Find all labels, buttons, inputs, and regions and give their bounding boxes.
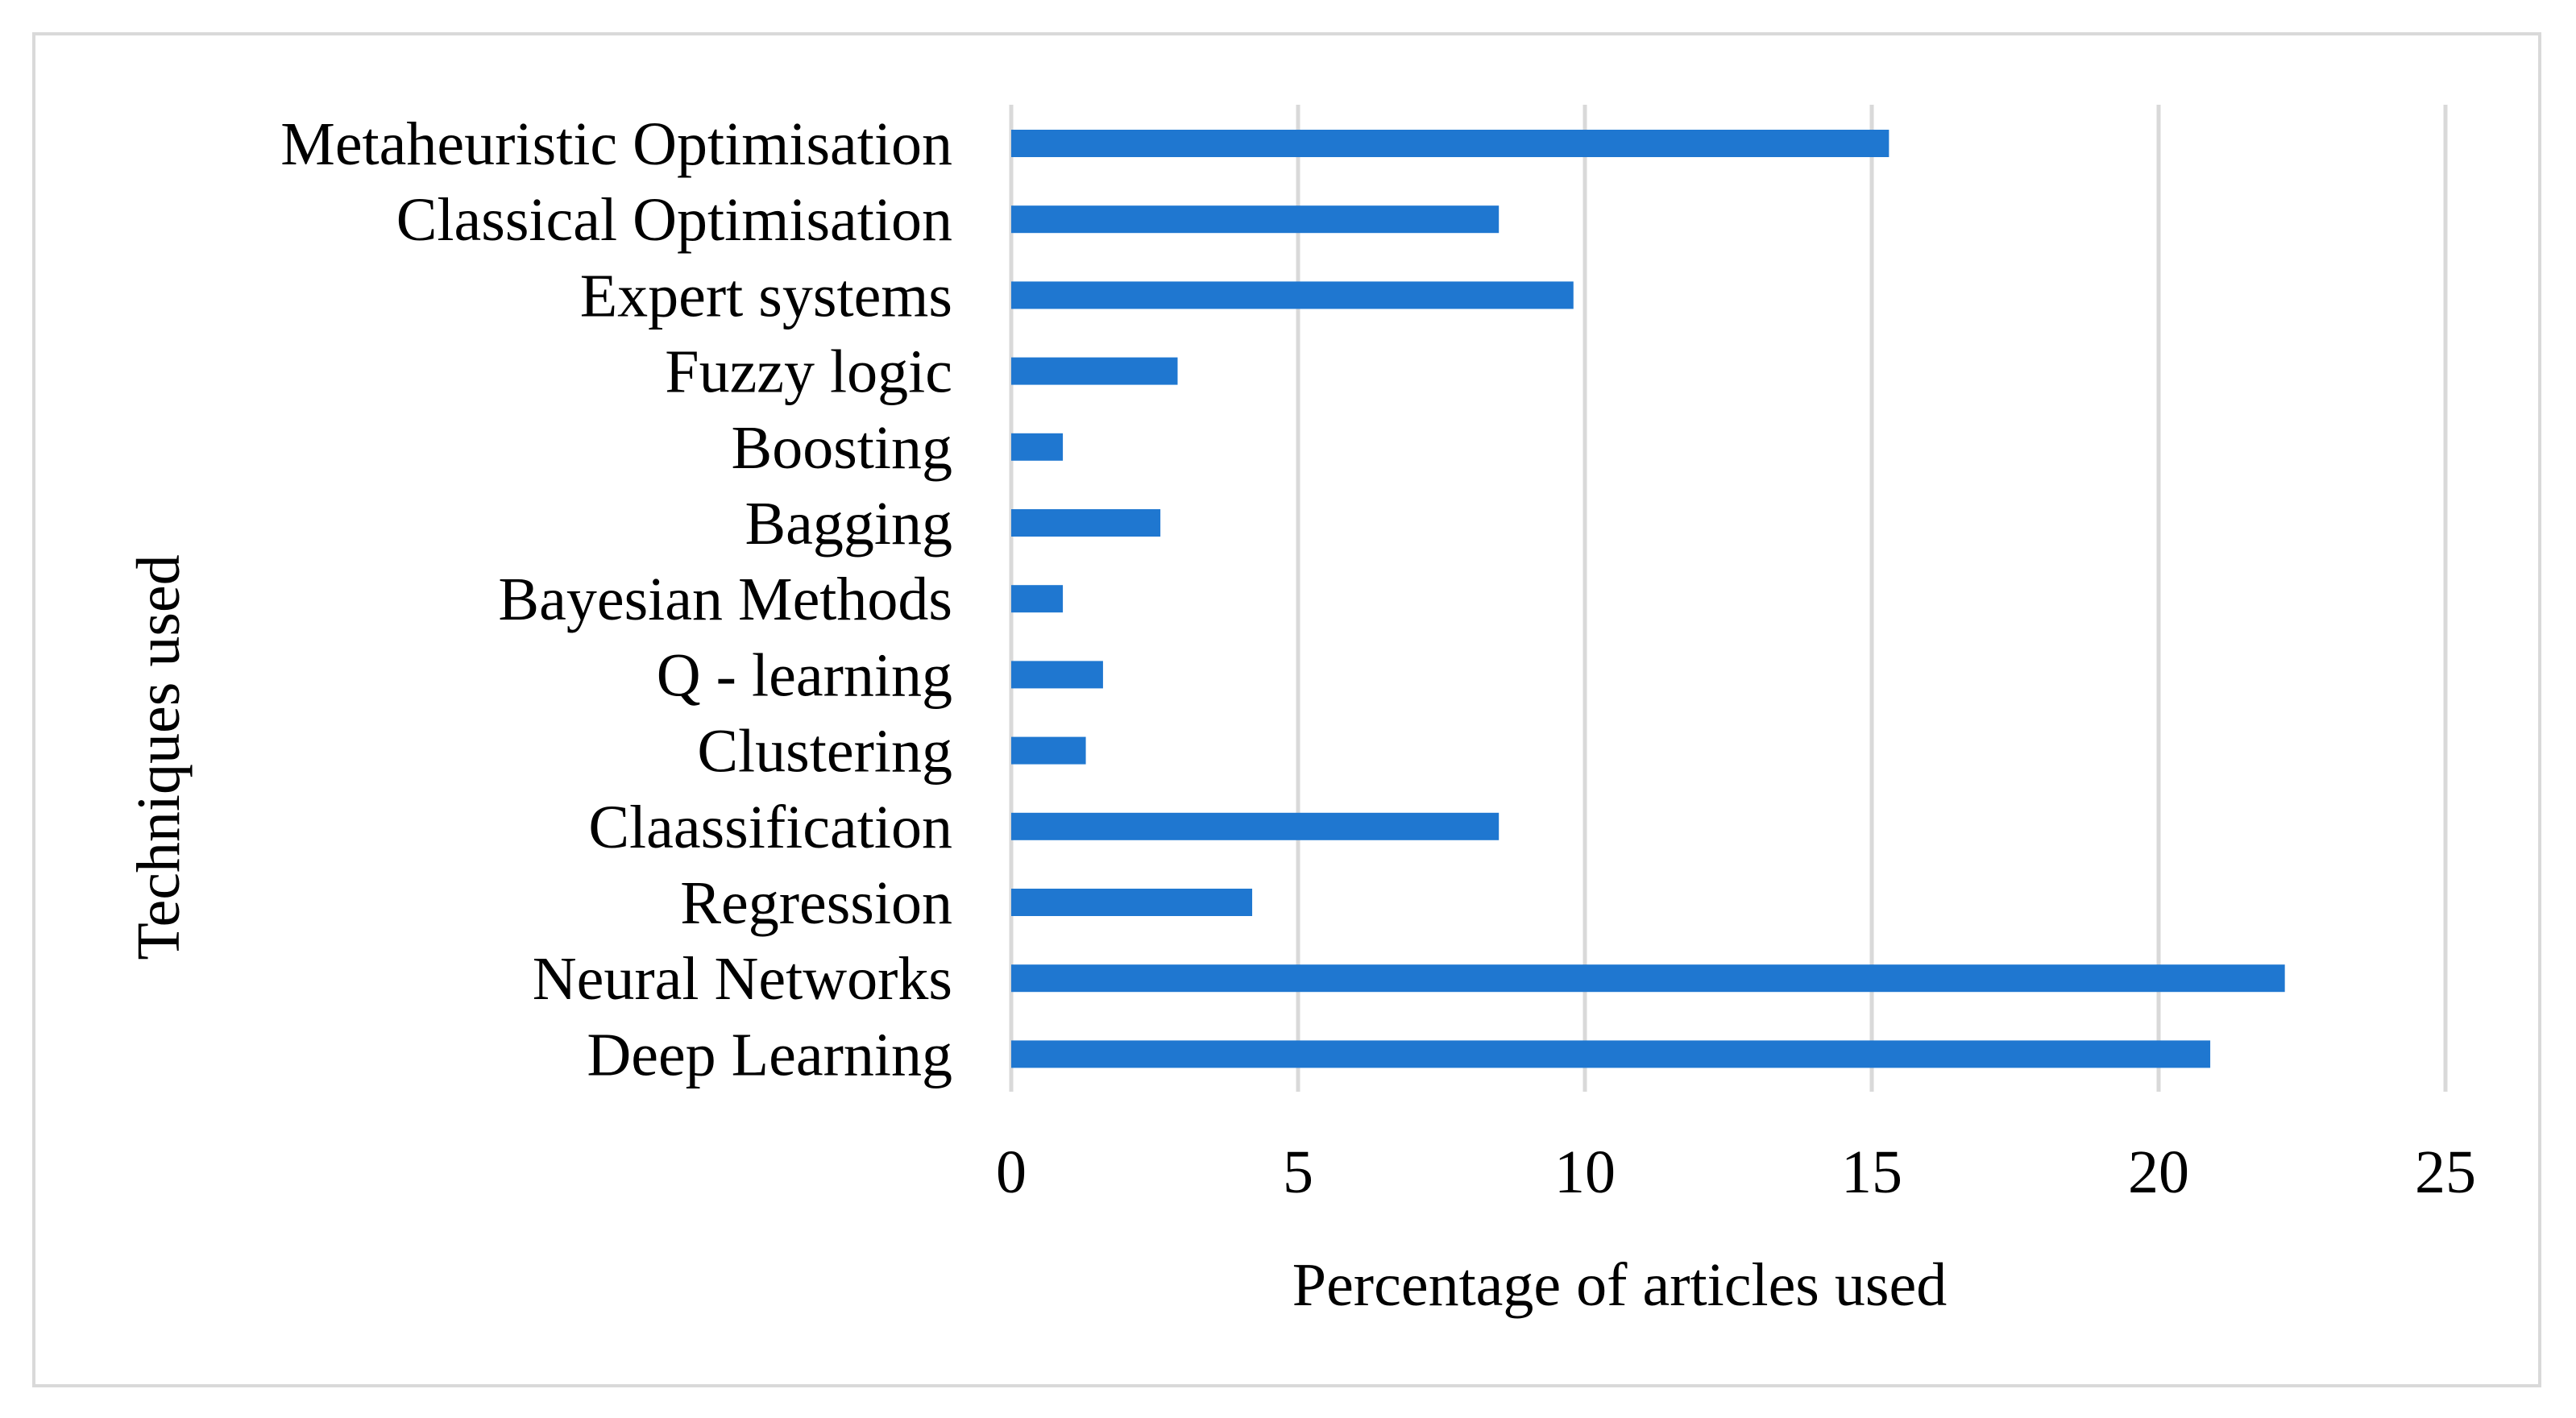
bar-deep-learning: [1011, 1040, 2211, 1068]
category-label: Expert systems: [580, 262, 952, 330]
category-label: Classical Optimisation: [396, 186, 952, 254]
y-axis-title: Techniques used: [125, 554, 193, 960]
category-label: Bayesian Methods: [498, 566, 952, 633]
bar-q-learning: [1011, 661, 1103, 689]
category-label: Bagging: [745, 490, 952, 558]
x-tick-label: 5: [1283, 1138, 1313, 1206]
x-tick-label: 10: [1554, 1138, 1616, 1206]
bar-clustering: [1011, 736, 1086, 765]
x-tick-labels: 0 5 10 15 20 25: [996, 1138, 2476, 1206]
category-label: Fuzzy logic: [665, 338, 952, 406]
x-tick-label: 0: [996, 1138, 1027, 1206]
bars: [1011, 130, 2285, 1068]
category-label: Neural Networks: [533, 945, 952, 1013]
chart-frame: [32, 32, 2541, 1387]
category-label: Deep Learning: [587, 1021, 952, 1088]
category-label: Boosting: [732, 414, 953, 482]
x-tick-label: 20: [2128, 1138, 2189, 1206]
category-labels: Metaheuristic Optimisation Classical Opti…: [280, 110, 952, 1088]
category-label: Claassification: [588, 794, 952, 861]
category-label: Regression: [680, 869, 952, 937]
x-tick-label: 15: [1841, 1138, 1902, 1206]
category-label: Clustering: [697, 718, 952, 786]
bar-classical-optimisation: [1011, 205, 1500, 234]
x-axis-title: Percentage of articles used: [1292, 1251, 1947, 1319]
category-label: Q - learning: [657, 641, 952, 709]
bar-regression: [1011, 889, 1253, 916]
bar-expert-systems: [1011, 281, 1574, 309]
gridlines: [1009, 105, 2448, 1092]
x-tick-label: 25: [2415, 1138, 2476, 1206]
category-label: Metaheuristic Optimisation: [280, 110, 952, 178]
bar-fuzzy-logic: [1011, 357, 1178, 385]
bar-bayesian-methods: [1011, 585, 1064, 613]
bar-claassification: [1011, 812, 1500, 840]
bar-boosting: [1011, 433, 1064, 461]
bar-neural-networks: [1011, 964, 2285, 993]
bar-metaheuristic-optimisation: [1011, 130, 1889, 157]
bar-bagging: [1011, 509, 1161, 537]
